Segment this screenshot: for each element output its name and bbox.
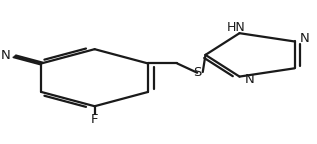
Text: N: N [1,49,11,62]
Text: N: N [244,73,254,86]
Text: HN: HN [226,21,245,34]
Text: N: N [300,32,309,45]
Text: S: S [193,66,201,79]
Text: F: F [91,113,98,126]
